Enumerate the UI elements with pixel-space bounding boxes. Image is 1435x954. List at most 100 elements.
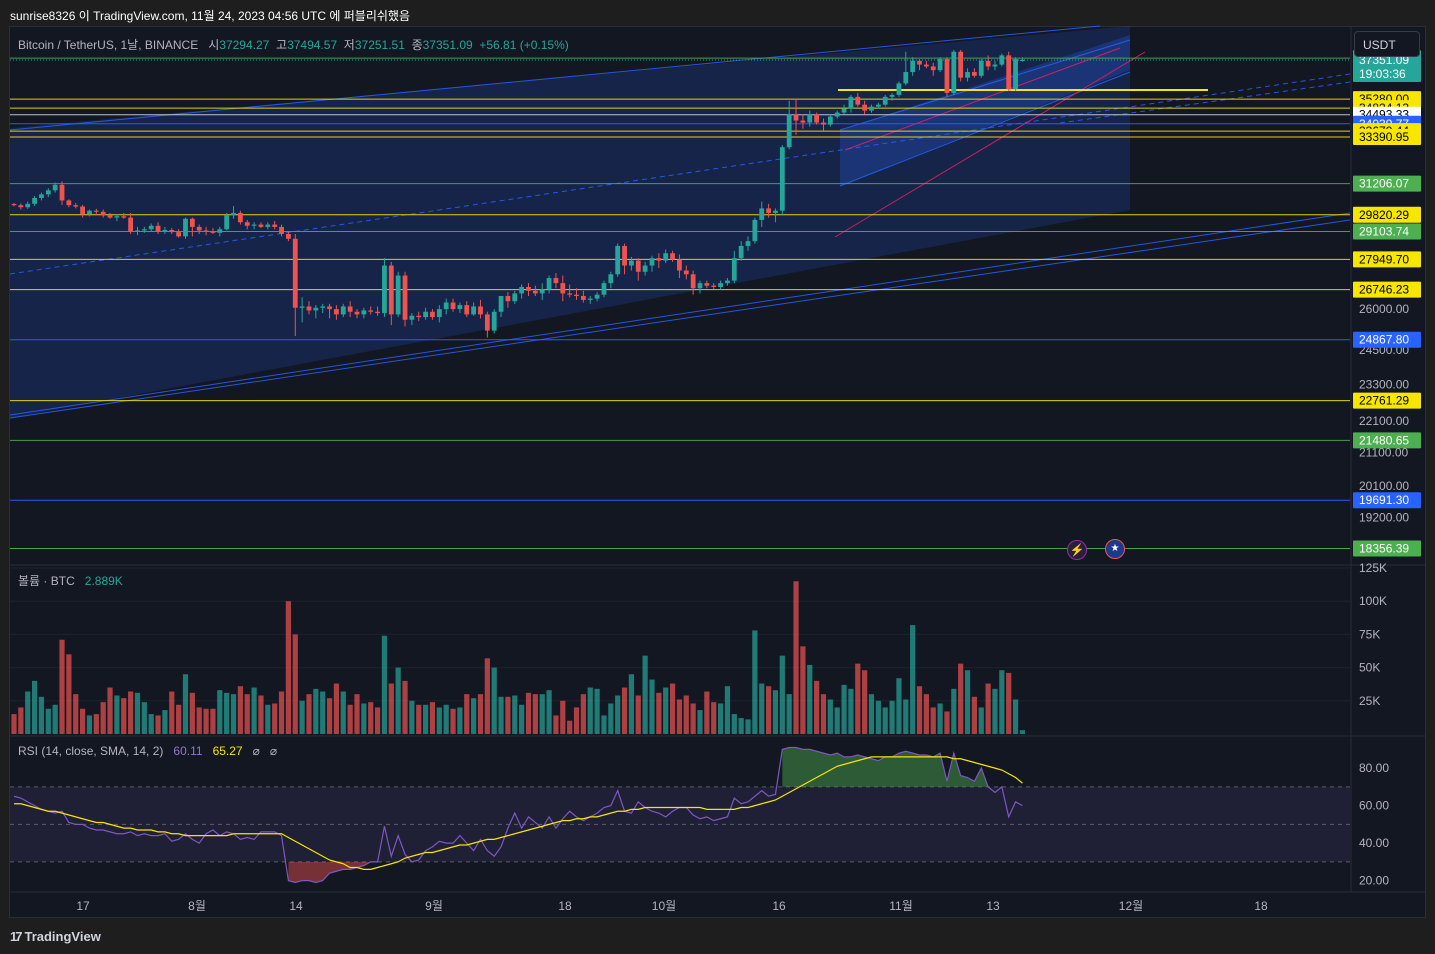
candle-body[interactable]	[827, 116, 833, 125]
volume-bar[interactable]	[429, 702, 436, 734]
candle-body[interactable]	[279, 226, 284, 234]
candle-body[interactable]	[923, 64, 929, 67]
candle-body[interactable]	[231, 212, 236, 216]
candle-body[interactable]	[1020, 59, 1025, 61]
candle-body[interactable]	[39, 194, 44, 198]
candle-body[interactable]	[183, 218, 188, 237]
candle-body[interactable]	[553, 278, 559, 284]
rsi-line[interactable]	[13, 746, 1023, 884]
candle-body[interactable]	[965, 72, 970, 78]
volume-bar[interactable]	[169, 691, 175, 734]
volume-bar[interactable]	[814, 680, 820, 734]
candle-body[interactable]	[375, 311, 380, 314]
candle-body[interactable]	[725, 280, 730, 284]
candle-body[interactable]	[649, 258, 655, 266]
volume-bar[interactable]	[642, 655, 648, 734]
volume-bar[interactable]	[230, 694, 237, 734]
candle-body[interactable]	[821, 122, 826, 125]
volume-bar[interactable]	[621, 687, 628, 734]
candle-body[interactable]	[162, 229, 168, 232]
candle-body[interactable]	[519, 286, 525, 294]
volume-bar[interactable]	[663, 687, 669, 734]
candle-body[interactable]	[52, 184, 58, 191]
volume-bar[interactable]	[512, 695, 518, 734]
volume-bar[interactable]	[491, 667, 497, 734]
volume-bar[interactable]	[134, 692, 141, 734]
volume-bar[interactable]	[567, 720, 573, 734]
candle-body[interactable]	[759, 208, 765, 220]
volume-bar[interactable]	[66, 654, 72, 734]
volume-bar[interactable]	[203, 708, 209, 734]
volume-bar[interactable]	[841, 684, 847, 734]
candle-body[interactable]	[896, 83, 902, 95]
volume-bar[interactable]	[107, 687, 113, 734]
candle-body[interactable]	[752, 219, 758, 242]
volume-bar[interactable]	[93, 714, 99, 734]
volume-bar[interactable]	[580, 694, 586, 734]
volume-bar[interactable]	[532, 694, 538, 734]
candle-body[interactable]	[155, 225, 161, 232]
candle-body[interactable]	[265, 224, 271, 227]
volume-bar[interactable]	[937, 703, 943, 734]
trend-line[interactable]	[9, 73, 1351, 275]
volume-bar[interactable]	[724, 686, 731, 734]
volume-bar[interactable]	[11, 714, 17, 734]
volume-bar[interactable]	[875, 700, 881, 734]
volume-bar[interactable]	[272, 703, 278, 734]
volume-bar[interactable]	[25, 691, 31, 734]
volume-bar[interactable]	[292, 634, 298, 734]
candle-body[interactable]	[423, 311, 428, 318]
volume-bar[interactable]	[690, 703, 696, 734]
candle-body[interactable]	[567, 293, 573, 295]
volume-bar[interactable]	[786, 694, 792, 734]
volume-bar[interactable]	[471, 698, 477, 734]
volume-label[interactable]: 볼륨 · BTC	[18, 574, 75, 588]
candle-body[interactable]	[224, 215, 230, 230]
candle-body[interactable]	[334, 309, 339, 315]
volume-bar[interactable]	[676, 699, 683, 734]
candle-body[interactable]	[141, 229, 147, 231]
candle-body[interactable]	[793, 114, 799, 121]
candle-body[interactable]	[889, 94, 895, 97]
volume-bar[interactable]	[402, 680, 408, 734]
candle-body[interactable]	[430, 311, 435, 318]
currency-button[interactable]: USDT	[1354, 31, 1420, 57]
candle-body[interactable]	[210, 231, 216, 233]
volume-bar[interactable]	[923, 694, 929, 734]
volume-bar[interactable]	[573, 707, 580, 734]
volume-bar[interactable]	[258, 695, 264, 734]
candle-body[interactable]	[622, 245, 627, 266]
volume-bar[interactable]	[635, 695, 641, 734]
candle-body[interactable]	[745, 241, 751, 246]
candle-body[interactable]	[526, 286, 531, 291]
volume-bar[interactable]	[807, 664, 813, 734]
volume-bar[interactable]	[505, 696, 511, 734]
candle-body[interactable]	[299, 306, 305, 308]
candle-body[interactable]	[66, 200, 72, 206]
volume-bar[interactable]	[121, 698, 127, 734]
volume-bar[interactable]	[985, 683, 991, 734]
candle-body[interactable]	[388, 265, 394, 315]
candle-body[interactable]	[738, 245, 744, 259]
candle-body[interactable]	[711, 285, 717, 287]
candle-body[interactable]	[951, 51, 957, 93]
candle-body[interactable]	[237, 212, 243, 223]
candle-body[interactable]	[800, 120, 806, 123]
candle-body[interactable]	[841, 108, 847, 113]
volume-bar[interactable]	[855, 663, 861, 734]
candle-body[interactable]	[402, 275, 408, 320]
candle-body[interactable]	[663, 253, 669, 261]
candle-body[interactable]	[999, 55, 1005, 65]
volume-bar[interactable]	[299, 700, 305, 734]
candle-body[interactable]	[121, 216, 127, 218]
volume-bar[interactable]	[498, 696, 504, 734]
candle-body[interactable]	[416, 315, 422, 318]
candle-body[interactable]	[464, 305, 470, 315]
volume-bar[interactable]	[217, 690, 223, 734]
candle-body[interactable]	[930, 66, 936, 71]
candle-body[interactable]	[368, 310, 374, 312]
volume-bar[interactable]	[951, 688, 957, 734]
volume-bar[interactable]	[519, 704, 525, 734]
volume-bar[interactable]	[711, 702, 717, 734]
candle-body[interactable]	[217, 229, 223, 233]
